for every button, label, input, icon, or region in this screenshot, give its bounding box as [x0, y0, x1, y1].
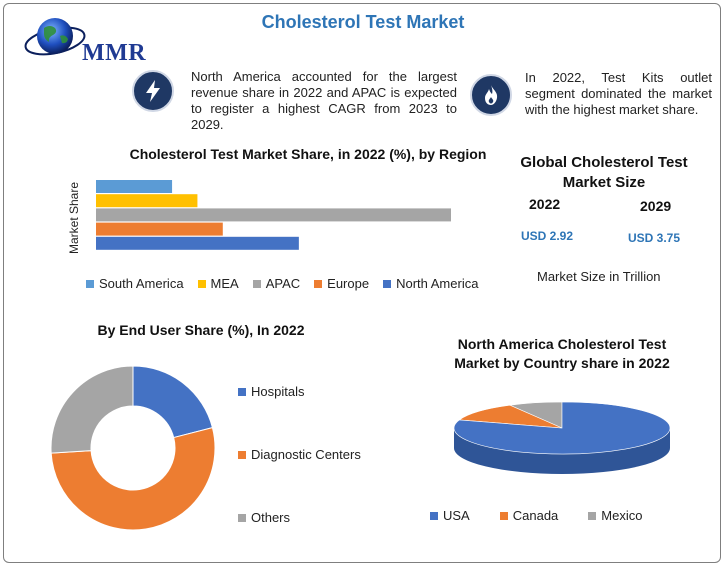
pie-chart-legend-swatch: [499, 511, 508, 520]
bar-chart-legend-label: MEA: [210, 276, 239, 291]
market-size-note: Market Size in Trillion: [537, 269, 661, 284]
pie-chart-legend-swatch: [588, 511, 597, 520]
bar-chart-legend-item: North America: [383, 276, 478, 291]
pie-chart-3d: [453, 401, 671, 474]
bar-chart-legend-label: Europe: [327, 276, 370, 291]
donut-chart-legend-swatch: [238, 513, 246, 522]
lightning-icon: [132, 70, 174, 112]
donut-chart-legend-item: Hospitals: [238, 384, 361, 399]
market-size-heading: Global Cholesterol Test Market Size: [520, 154, 688, 191]
pie-chart-legend-label: Mexico: [601, 508, 643, 523]
pie-chart-legend-item: Mexico: [588, 508, 642, 523]
donut-chart-legend-swatch: [238, 450, 246, 459]
donut-chart-legend-item: Diagnostic Centers: [238, 447, 361, 462]
donut-chart-legend-label: Others: [251, 510, 291, 525]
bar-chart-legend-item: Europe: [314, 276, 369, 291]
pie3d-side-usa: [454, 428, 670, 474]
bar-mea: [96, 194, 198, 208]
pie-chart-legend-label: USA: [443, 508, 470, 523]
donut-slice-diagnostic-centers: [50, 426, 216, 531]
pie3d-slice-usa: [453, 401, 671, 455]
pie3d-slice-canada: [458, 404, 563, 429]
bar-apac: [96, 208, 451, 222]
bar-chart-legend: South America MEA APAC Europe North America: [86, 276, 478, 291]
donut-chart-legend-item: Others: [238, 510, 361, 525]
market-value-2022: USD 2.92: [521, 229, 574, 243]
pie-chart-legend-item: Canada: [499, 508, 559, 523]
logo-text: MMR: [82, 40, 147, 66]
bar-chart-legend-item: MEA: [197, 276, 239, 291]
donut-slice-hospitals: [132, 365, 214, 439]
market-value-2029: USD 3.75: [628, 231, 681, 245]
donut-chart-legend-label: Diagnostic Centers: [251, 447, 361, 462]
info-text-segment: In 2022, Test Kits outlet segment domina…: [525, 70, 712, 117]
bar-chart-title: Cholesterol Test Market Share, in 2022 (…: [129, 146, 487, 162]
pie-chart-legend-item: USA: [430, 508, 470, 523]
market-year-2022: 2022: [529, 196, 561, 212]
pie-chart-legend-swatch: [430, 511, 438, 520]
bar-south-america: [96, 180, 173, 193]
info-text-region: North America accounted for the largest …: [191, 69, 457, 132]
bar-chart-ylabel: Market Share: [67, 182, 81, 254]
bar-chart-legend-item: APAC: [252, 276, 301, 291]
pie-chart-legend-label: Canada: [512, 508, 559, 523]
bar-chart-legend-swatch: [314, 279, 323, 288]
bar-chart-legend-swatch: [383, 279, 392, 288]
page-title: Cholesterol Test Market: [261, 12, 465, 32]
donut-chart-title: By End User Share (%), In 2022: [97, 322, 305, 338]
bar-chart-legend-swatch: [252, 279, 261, 288]
globe-icon: [22, 14, 88, 69]
flame-icon: [470, 74, 512, 116]
donut-chart: [50, 365, 216, 531]
bar-chart: Market Share: [67, 180, 451, 254]
donut-chart-legend: Hospitals Diagnostic Centers Others: [238, 384, 361, 573]
donut-chart-legend-swatch: [238, 387, 246, 396]
bar-north-america: [96, 236, 299, 250]
bar-chart-legend-label: APAC: [265, 276, 301, 291]
bar-chart-legend-swatch: [197, 279, 206, 288]
donut-chart-legend-label: Hospitals: [251, 384, 305, 399]
pie-chart-title: North America Cholesterol Test Market by…: [454, 336, 670, 371]
donut-slice-others: [50, 365, 134, 454]
infographic-frame: [3, 3, 721, 563]
bar-europe: [96, 222, 223, 236]
pie-chart-legend: USA Canada Mexico: [430, 508, 642, 523]
market-year-2029: 2029: [640, 198, 672, 214]
bar-chart-legend-item: South America: [86, 276, 184, 291]
bar-chart-legend-label: North America: [396, 276, 479, 291]
bar-chart-legend-swatch: [86, 279, 94, 288]
bar-chart-legend-label: South America: [99, 276, 184, 291]
